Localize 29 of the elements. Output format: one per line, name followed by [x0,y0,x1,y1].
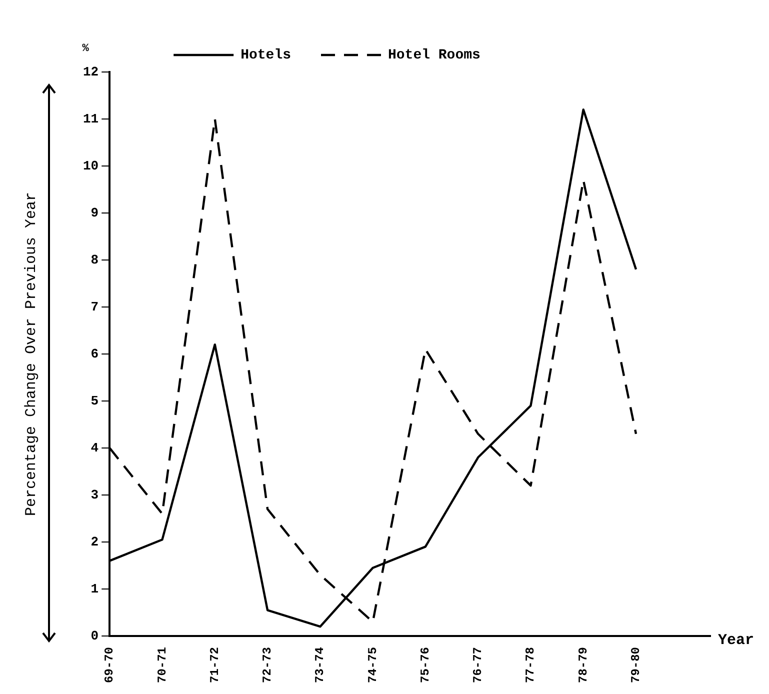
x-tick-label: 74-75 [366,646,380,684]
x-tick-label: 78-79 [576,646,590,684]
x-tick-label: 72-73 [260,646,275,684]
x-tick-label: 69-70 [102,646,117,684]
x-tick-label: 75-76 [418,646,432,684]
y-tick-label: 0 [90,628,99,644]
x-axis-title: Year [718,632,754,649]
y-tick-label: 7 [90,299,99,314]
y-tick-label: 10 [82,158,99,174]
y-tick-label: 11 [82,111,99,126]
y-axis-title: Percentage Change Over Previous Year [22,192,40,516]
y-tick-label: 12 [82,64,99,80]
x-tick-label: 79-80 [629,646,644,684]
x-tick-label: 73-74 [313,646,328,684]
x-tick-label: 76-77 [471,646,486,684]
y-tick-label: 6 [90,346,99,362]
y-tick-label: 8 [90,252,99,268]
x-tick-label: 77-78 [524,646,538,684]
y-tick-label: 2 [90,534,99,550]
y-tick-label: 9 [90,205,99,220]
legend-label: Hotels [240,48,292,64]
y-tick-label: 1 [90,581,99,596]
y-tick-label: 3 [90,487,99,502]
y-tick-label: 4 [90,440,99,456]
text: % [82,42,90,55]
x-tick-label: 70-71 [155,646,170,684]
y-tick-label: 5 [90,393,99,408]
legend-label: Hotel Rooms [388,48,480,64]
x-tick-label: 71-72 [208,646,222,684]
